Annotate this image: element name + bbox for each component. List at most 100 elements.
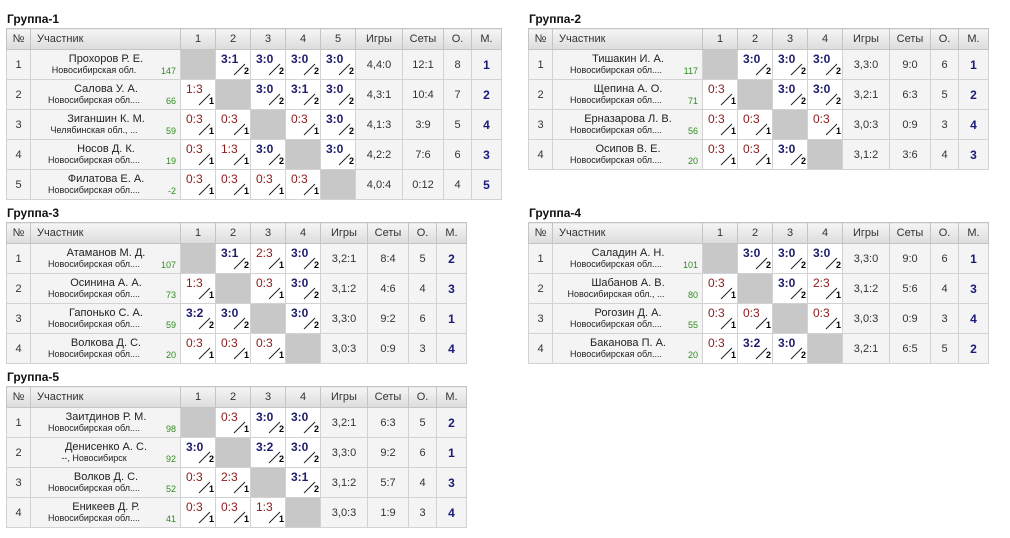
header-participant[interactable]: Участник	[552, 28, 703, 50]
match-result-cell[interactable]: 3:0 2	[320, 139, 356, 170]
match-score[interactable]: 3:0	[813, 246, 831, 260]
match-result-cell[interactable]: 0:3 1	[215, 109, 251, 140]
header-participant[interactable]: Участник	[552, 222, 703, 244]
header-place[interactable]: М.	[436, 386, 467, 408]
match-result-cell[interactable]: 3:0 2	[285, 407, 321, 438]
match-result-cell[interactable]: 3:0 2	[215, 303, 251, 334]
match-result-cell[interactable]: 3:0 2	[320, 79, 356, 110]
match-result-cell[interactable]: 3:0 2	[737, 49, 773, 80]
header-opponent-3[interactable]: 3	[772, 28, 808, 50]
participant-name[interactable]: Осипов В. Е.	[595, 143, 661, 155]
match-score[interactable]: 0:3	[743, 142, 760, 156]
match-result-cell[interactable]: 3:0 2	[772, 273, 808, 304]
match-score[interactable]: 0:3	[291, 112, 308, 126]
match-score[interactable]: 0:3	[743, 306, 760, 320]
match-score[interactable]: 0:3	[708, 142, 725, 156]
match-score[interactable]: 0:3	[813, 306, 830, 320]
header-opponent-2[interactable]: 2	[215, 386, 251, 408]
header-opponent-5[interactable]: 5	[320, 28, 356, 50]
match-result-cell[interactable]: 3:0 2	[250, 49, 286, 80]
header-opponent-4[interactable]: 4	[807, 222, 843, 244]
match-result-cell[interactable]: 1:3 1	[180, 273, 216, 304]
match-score[interactable]: 3:0	[326, 112, 344, 126]
match-result-cell[interactable]: 3:2 2	[737, 333, 773, 364]
participant-name[interactable]: Прохоров Р. Е.	[68, 53, 144, 65]
header-num[interactable]: №	[528, 28, 553, 50]
participant-name[interactable]: Осинина А. А.	[70, 277, 142, 289]
header-points[interactable]: О.	[408, 222, 437, 244]
match-score[interactable]: 3:0	[291, 52, 309, 66]
match-score[interactable]: 3:0	[256, 82, 274, 96]
match-score[interactable]: 0:3	[743, 112, 760, 126]
match-result-cell[interactable]: 3:0 2	[772, 79, 808, 110]
header-games[interactable]: Игры	[842, 222, 890, 244]
header-points[interactable]: О.	[408, 386, 437, 408]
participant-name[interactable]: Филатова Е. А.	[67, 173, 145, 185]
header-games[interactable]: Игры	[842, 28, 890, 50]
participant-cell[interactable]: Филатова Е. А. Новосибирская обл.... -2	[30, 169, 181, 200]
match-result-cell[interactable]: 3:0 2	[807, 243, 843, 274]
match-score[interactable]: 0:3	[186, 142, 203, 156]
header-points[interactable]: О.	[930, 28, 959, 50]
header-place[interactable]: М.	[471, 28, 502, 50]
header-opponent-4[interactable]: 4	[807, 28, 843, 50]
match-result-cell[interactable]: 0:3 1	[737, 109, 773, 140]
match-score[interactable]: 3:0	[291, 306, 309, 320]
participant-cell[interactable]: Осипов В. Е. Новосибирская обл.... 20	[552, 139, 703, 170]
participant-cell[interactable]: Тишакин И. А. Новосибирская обл.... 117	[552, 49, 703, 80]
header-participant[interactable]: Участник	[30, 222, 181, 244]
header-opponent-1[interactable]: 1	[702, 222, 738, 244]
match-score[interactable]: 0:3	[291, 172, 308, 186]
match-score[interactable]: 0:3	[221, 112, 238, 126]
match-score[interactable]: 3:0	[291, 246, 309, 260]
participant-name[interactable]: Салова У. А.	[74, 83, 138, 95]
header-sets[interactable]: Сеты	[402, 28, 444, 50]
match-score[interactable]: 0:3	[221, 172, 238, 186]
participant-name[interactable]: Волков Д. С.	[73, 471, 139, 483]
participant-cell[interactable]: Прохоров Р. Е. Новосибирская обл. 147	[30, 49, 181, 80]
match-result-cell[interactable]: 1:3 1	[215, 139, 251, 170]
header-opponent-2[interactable]: 2	[737, 28, 773, 50]
header-games[interactable]: Игры	[320, 222, 368, 244]
participant-cell[interactable]: Салова У. А. Новосибирская обл.... 66	[30, 79, 181, 110]
match-score[interactable]: 0:3	[256, 276, 273, 290]
match-result-cell[interactable]: 0:3 1	[702, 333, 738, 364]
match-result-cell[interactable]: 0:3 1	[285, 109, 321, 140]
match-score[interactable]: 3:0	[813, 82, 831, 96]
match-score[interactable]: 3:0	[326, 52, 344, 66]
match-result-cell[interactable]: 3:2 2	[180, 303, 216, 334]
participant-cell[interactable]: Шабанов А. В. Новосибирская обл., ... 80	[552, 273, 703, 304]
match-result-cell[interactable]: 3:0 2	[772, 333, 808, 364]
match-score[interactable]: 3:1	[221, 52, 239, 66]
participant-name[interactable]: Заитдинов Р. М.	[65, 411, 147, 423]
match-score[interactable]: 3:2	[186, 306, 204, 320]
match-score[interactable]: 3:0	[778, 246, 796, 260]
match-result-cell[interactable]: 0:3 1	[285, 169, 321, 200]
match-score[interactable]: 0:3	[708, 276, 725, 290]
match-result-cell[interactable]: 3:0 2	[772, 49, 808, 80]
header-participant[interactable]: Участник	[30, 28, 181, 50]
match-score[interactable]: 0:3	[708, 306, 725, 320]
participant-cell[interactable]: Волков Д. С. Новосибирская обл.... 52	[30, 467, 181, 498]
match-score[interactable]: 0:3	[708, 336, 725, 350]
match-score[interactable]: 0:3	[221, 336, 238, 350]
match-score[interactable]: 3:0	[778, 276, 796, 290]
match-score[interactable]: 3:0	[326, 82, 344, 96]
participant-cell[interactable]: Ерназарова Л. В. Новосибирская обл.... 56	[552, 109, 703, 140]
match-result-cell[interactable]: 0:3 1	[180, 139, 216, 170]
header-games[interactable]: Игры	[320, 386, 368, 408]
participant-cell[interactable]: Носов Д. К. Новосибирская обл.... 19	[30, 139, 181, 170]
header-sets[interactable]: Сеты	[367, 222, 409, 244]
match-result-cell[interactable]: 0:3 1	[807, 109, 843, 140]
match-score[interactable]: 0:3	[708, 112, 725, 126]
participant-cell[interactable]: Щепина А. О. Новосибирская обл.... 71	[552, 79, 703, 110]
match-score[interactable]: 0:3	[813, 112, 830, 126]
participant-name[interactable]: Шабанов А. В.	[591, 277, 665, 289]
match-score[interactable]: 3:0	[256, 410, 274, 424]
match-score[interactable]: 3:1	[291, 82, 309, 96]
participant-cell[interactable]: Заитдинов Р. М. Новосибирская обл.... 98	[30, 407, 181, 438]
match-score[interactable]: 2:3	[256, 246, 273, 260]
match-score[interactable]: 0:3	[186, 336, 203, 350]
match-score[interactable]: 2:3	[221, 470, 238, 484]
header-opponent-4[interactable]: 4	[285, 28, 321, 50]
